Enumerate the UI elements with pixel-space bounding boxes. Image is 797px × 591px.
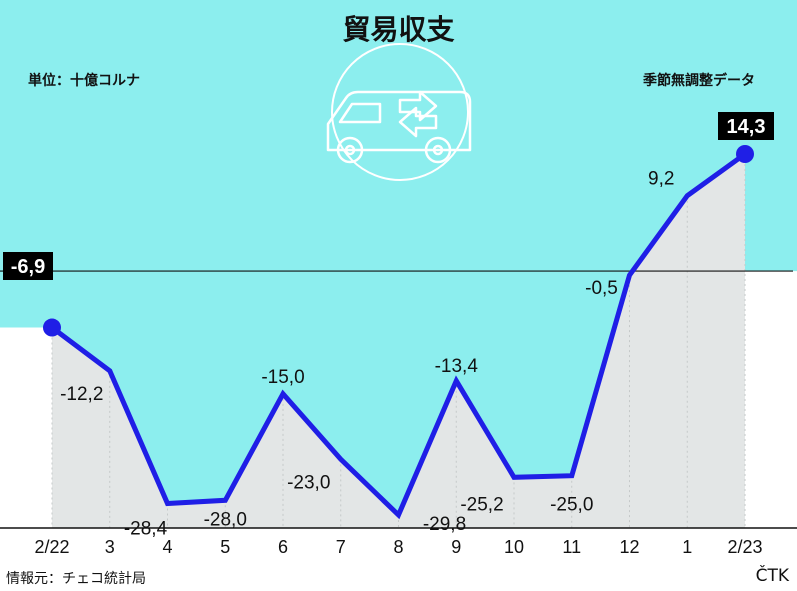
data-label: -13,4 xyxy=(435,356,479,377)
chart-title: 貿易収支 xyxy=(342,13,455,46)
data-label: -29,8 xyxy=(423,514,466,535)
source-label: 情報元：チェコ統計局 xyxy=(6,571,146,587)
data-label: -25,2 xyxy=(460,494,503,515)
x-tick-label: 10 xyxy=(504,537,524,557)
x-tick-label: 2/22 xyxy=(34,537,69,557)
area-fill xyxy=(52,154,745,528)
x-tick-label: 3 xyxy=(105,537,115,557)
x-tick-label: 2/23 xyxy=(727,537,762,557)
x-tick-label: 6 xyxy=(278,537,288,557)
x-tick-label: 5 xyxy=(220,537,230,557)
data-labels: -12,2 -28,4 -28,0 -15,0 -23,0 -29,8 -13,4 -25,2… xyxy=(3,112,774,540)
data-point xyxy=(736,145,754,163)
data-label: -0,5 xyxy=(585,278,618,299)
sky-background xyxy=(0,0,797,515)
data-label: -25,0 xyxy=(550,495,593,516)
x-tick-label: 11 xyxy=(562,537,581,557)
value-badge xyxy=(3,252,53,280)
adjustment-label: 季節無調整データ xyxy=(643,73,755,89)
x-tick-label: 1 xyxy=(682,537,692,557)
x-tick-label: 9 xyxy=(451,537,461,557)
data-point xyxy=(43,318,61,337)
data-label: -15,0 xyxy=(261,367,304,388)
series-line xyxy=(49,151,748,520)
x-tick-label: 7 xyxy=(336,537,346,557)
value-badge-label: -6,9 xyxy=(11,256,45,278)
delivery-van-exchange-arrows-icon xyxy=(326,43,472,181)
value-badge xyxy=(718,112,774,140)
value-badge-label: 14,3 xyxy=(727,116,766,138)
x-tick-label: 8 xyxy=(393,537,403,557)
vertical-guides xyxy=(51,154,746,528)
data-label: 9,2 xyxy=(648,169,674,190)
unit-label: 単位：十億コルナ xyxy=(28,73,140,89)
data-points xyxy=(43,145,754,337)
x-tick-labels: 2/22 3 4 5 6 7 8 9 10 11 12 1 2/23 xyxy=(34,537,762,557)
data-label: -12,2 xyxy=(60,384,103,405)
brand-logo: ČTK xyxy=(755,566,789,586)
x-tick-label: 4 xyxy=(162,537,172,557)
data-label: -28,0 xyxy=(204,509,247,530)
data-label: -23,0 xyxy=(287,472,330,493)
x-tick-label: 12 xyxy=(619,537,639,557)
data-label: -28,4 xyxy=(124,519,168,540)
